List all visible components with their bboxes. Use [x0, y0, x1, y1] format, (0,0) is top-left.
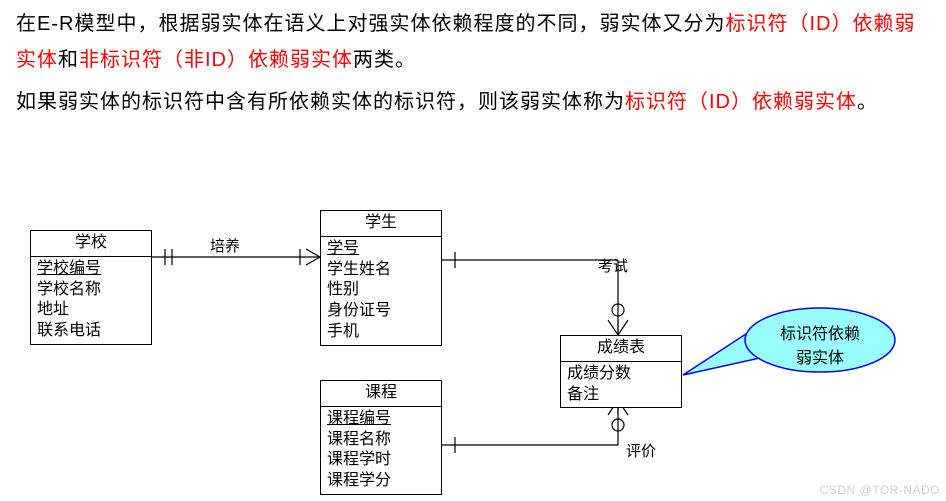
attr: 地址	[37, 300, 145, 321]
rel-label-evaluate: 评价	[626, 440, 656, 461]
attr: 学生姓名	[327, 260, 435, 281]
entity-student-attrs: 学号 学生姓名 性别 身份证号 手机	[321, 237, 441, 345]
entity-course-title: 课程	[321, 381, 441, 407]
p1-red-2: 非标识符（非ID）依赖弱实体	[79, 49, 353, 71]
entity-student-title: 学生	[321, 211, 441, 237]
paragraph-2: 如果弱实体的标识符中含有所依赖实体的标识符，则该弱实体称为标识符（ID）依赖弱实…	[16, 84, 926, 120]
entity-score: 成绩表 成绩分数 备注	[560, 335, 682, 408]
attr: 联系电话	[37, 321, 145, 342]
callout-line2: 弱实体	[760, 344, 880, 368]
entity-school-title: 学校	[31, 231, 151, 257]
p2-end: 。	[857, 91, 878, 113]
rel-student-score	[440, 252, 628, 335]
callout-shape	[683, 308, 895, 375]
attr: 身份证号	[327, 301, 435, 322]
entity-score-attrs: 成绩分数 备注	[561, 362, 681, 408]
entity-school-attrs: 学校编号 学校名称 地址 联系电话	[31, 257, 151, 344]
p2-part-a: 如果弱实体的标识符中含有所依赖实体的标识符，则该弱实体称为	[16, 91, 625, 113]
attr: 课程名称	[327, 430, 435, 451]
p1-end: 两类。	[353, 49, 416, 71]
attr: 手机	[327, 322, 435, 343]
watermark: CSDN @TOR-NADO	[820, 483, 940, 497]
paragraph-1: 在E-R模型中，根据弱实体在语义上对强实体依赖程度的不同，弱实体又分为标识符（I…	[16, 6, 926, 78]
p1-part-a: 在E-R模型中，根据弱实体在语义上对强实体依赖程度的不同，弱实体又分为	[16, 13, 725, 35]
callout-text: 标识符依赖 弱实体	[760, 320, 880, 368]
entity-course-attrs: 课程编号 课程名称 课程学时 课程学分	[321, 407, 441, 494]
attr: 性别	[327, 280, 435, 301]
entity-student: 学生 学号 学生姓名 性别 身份证号 手机	[320, 210, 442, 346]
rel-course-score	[440, 400, 628, 453]
attr: 学校名称	[37, 280, 145, 301]
rel-label-cultivate: 培养	[210, 235, 240, 256]
attr: 成绩分数	[567, 364, 675, 385]
rel-label-exam: 考试	[598, 255, 628, 276]
p2-red: 标识符（ID）依赖弱实体	[625, 91, 857, 113]
attr: 课程编号	[327, 409, 435, 430]
attr: 学号	[327, 239, 435, 260]
entity-course: 课程 课程编号 课程名称 课程学时 课程学分	[320, 380, 442, 495]
entity-score-title: 成绩表	[561, 336, 681, 362]
attr: 课程学时	[327, 450, 435, 471]
rel-school-student	[150, 249, 320, 265]
attr: 课程学分	[327, 471, 435, 492]
p1-mid: 和	[58, 49, 79, 71]
attr: 备注	[567, 385, 675, 406]
callout-line1: 标识符依赖	[760, 320, 880, 344]
attr: 学校编号	[37, 259, 145, 280]
entity-school: 学校 学校编号 学校名称 地址 联系电话	[30, 230, 152, 345]
